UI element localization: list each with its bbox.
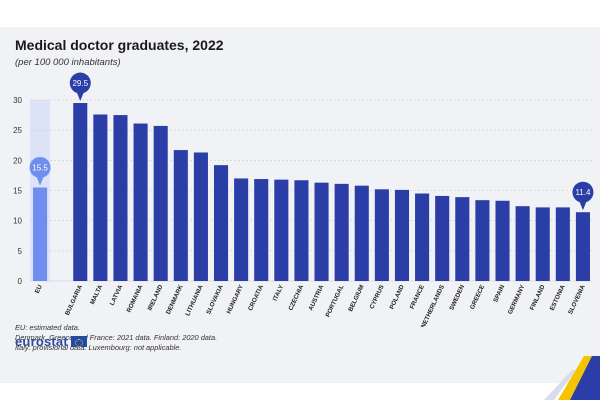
- x-tick-label-croatia: CROATIA: [247, 283, 265, 312]
- bar-denmark: [173, 150, 188, 281]
- bar-czechia: [294, 180, 309, 281]
- bar-latvia: [113, 115, 128, 281]
- x-tick-label-czechia: CZECHIA: [287, 283, 305, 311]
- chart-title: Medical doctor graduates, 2022: [15, 37, 224, 53]
- callout-pointer-eu: [36, 175, 45, 186]
- logo-text: eurostat: [15, 334, 68, 349]
- bar-ireland: [153, 125, 168, 282]
- callout-label-bulgaria: 29.5: [72, 79, 88, 88]
- callout-bubble-bulgaria: [69, 72, 91, 94]
- bar-belgium: [354, 185, 369, 281]
- y-tick-label-30: 30: [13, 96, 22, 105]
- bar-chart: 0 5 10 15 20 25 30 EU BULGARIA MALTA LATVIA ROMANIA…: [13, 72, 594, 327]
- callout-bubble-eu: [29, 156, 51, 178]
- y-tick-label-10: 10: [13, 217, 22, 226]
- bar-greece: [475, 200, 490, 281]
- bar-romania: [133, 123, 148, 281]
- x-tick-label-latvia: LATVIA: [109, 283, 125, 306]
- eu-flag-icon: [70, 336, 87, 347]
- x-tick-label-germany: GERMANY: [507, 283, 527, 315]
- x-tick-label-eu: EU: [34, 283, 44, 294]
- x-tick-label-spain: SPAIN: [492, 283, 506, 303]
- x-tick-label-hungary: HUNGARY: [225, 283, 245, 315]
- y-tick-label-25: 25: [13, 126, 22, 135]
- eurostat-logo: eurostat: [15, 334, 87, 349]
- note-reference-years: Denmark, Greece and France: 2021 data. F…: [15, 333, 218, 342]
- callout-pointer-bulgaria: [76, 91, 85, 102]
- x-tick-label-slovakia: SLOVAKIA: [205, 283, 225, 315]
- x-tick-label-romania: ROMANIA: [126, 283, 145, 313]
- bar-austria: [314, 182, 329, 281]
- bar-lithuania: [193, 152, 208, 281]
- bar-slovenia: [575, 212, 590, 281]
- bar-netherlands: [435, 195, 450, 281]
- bar-malta: [93, 114, 108, 281]
- bar-portugal: [334, 183, 349, 281]
- x-tick-label-poland: POLAND: [388, 283, 406, 310]
- callout-label-slovenia: 11.4: [575, 188, 591, 197]
- x-tick-label-cyprus: CYPRUS: [368, 284, 385, 310]
- bar-bulgaria: [73, 103, 88, 282]
- x-tick-label-bulgaria: BULGARIA: [64, 283, 84, 316]
- x-tick-label-sweden: SWEDEN: [448, 283, 466, 311]
- y-tick-label-15: 15: [13, 187, 22, 196]
- bar-estonia: [555, 207, 570, 281]
- x-tick-label-italy: ITALY: [272, 283, 286, 302]
- bar-croatia: [254, 179, 269, 281]
- x-tick-label-lithuania: LITHUANIA: [184, 283, 205, 317]
- bar-finland: [535, 207, 550, 281]
- note-provisional: Italy: provisional data. Luxembourg: not…: [15, 343, 182, 352]
- bar-italy: [274, 179, 289, 281]
- bar-spain: [495, 200, 510, 281]
- bar-eu: [33, 187, 48, 281]
- bar-france: [415, 193, 430, 281]
- x-tick-label-denmark: DENMARK: [165, 283, 185, 315]
- chart-card: Medical doctor graduates, 2022 (per 100 …: [0, 27, 600, 383]
- x-tick-label-greece: GREECE: [469, 284, 486, 311]
- x-tick-label-austria: AUSTRIA: [307, 283, 325, 311]
- y-tick-label-0: 0: [18, 277, 23, 286]
- callout-label-eu: 15.5: [32, 163, 48, 172]
- chart-subtitle: (per 100 000 inhabitants): [15, 57, 121, 68]
- y-tick-label-5: 5: [18, 247, 23, 256]
- x-tick-label-malta: MALTA: [89, 283, 104, 305]
- bar-poland: [394, 189, 410, 281]
- bar-slovakia: [213, 165, 229, 281]
- x-tick-label-finland: FINLAND: [529, 283, 547, 311]
- bar-germany: [515, 206, 530, 281]
- x-tick-label-estonia: ESTONIA: [549, 283, 567, 311]
- bar-sweden: [455, 197, 470, 281]
- x-tick-label-slovenia: SLOVENIA: [567, 283, 587, 315]
- bar-cyprus: [374, 189, 389, 281]
- callout-pointer-slovenia: [578, 200, 587, 211]
- callout-bubble-slovenia: [572, 181, 594, 203]
- x-tick-label-portugal: PORTUGAL: [324, 284, 345, 319]
- bar-hungary: [234, 178, 249, 281]
- note-eu: EU: estimated data.: [15, 323, 80, 332]
- x-tick-label-belgium: BELGIUM: [347, 284, 365, 313]
- x-tick-label-ireland: IRELAND: [147, 283, 165, 311]
- x-tick-label-france: FRANCE: [409, 284, 426, 310]
- corner-decoration-icon: [544, 356, 600, 400]
- y-tick-label-20: 20: [13, 156, 22, 165]
